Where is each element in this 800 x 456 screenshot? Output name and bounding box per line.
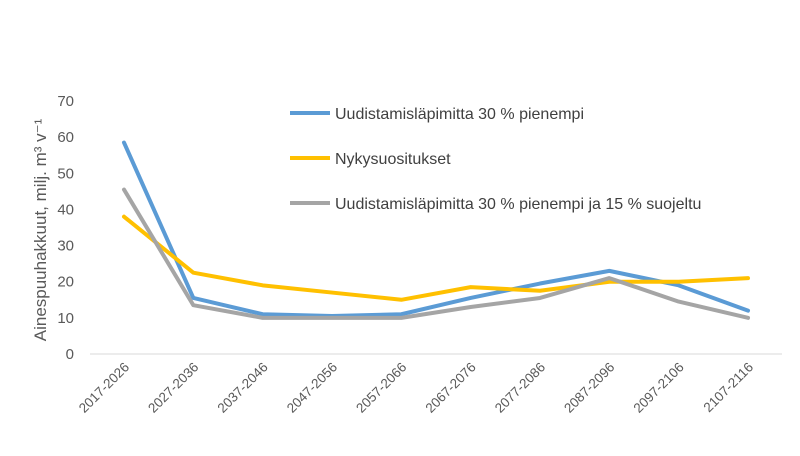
- x-tick-label: 2017-2026: [76, 360, 132, 416]
- x-tick-label: 2027-2036: [145, 360, 201, 416]
- x-tick-label: 2067-2076: [423, 360, 479, 416]
- x-tick-label: 2107-2116: [701, 360, 757, 416]
- y-tick-label: 40: [57, 201, 74, 218]
- series-line-1: [122, 214, 750, 302]
- y-tick-label: 50: [57, 165, 74, 182]
- legend-label: Nykysuositukset: [335, 151, 451, 168]
- legend-label: Uudistamisläpimitta 30 % pienempi ja 15 …: [335, 196, 701, 213]
- y-tick-label: 20: [57, 274, 74, 291]
- y-tick-label: 30: [57, 238, 74, 255]
- y-axis-title: Ainespuuhakkuut, milj. m³ v⁻¹: [31, 118, 50, 341]
- x-tick-label: 2047-2056: [284, 360, 340, 416]
- y-tick-label: 60: [57, 129, 74, 146]
- x-tick-label: 2057-2066: [353, 360, 409, 416]
- y-tick-label: 10: [57, 310, 74, 327]
- x-tick-label: 2077-2086: [492, 360, 548, 416]
- x-tick-label: 2087-2096: [561, 360, 617, 416]
- x-tick-label: 2097-2106: [631, 360, 687, 416]
- x-tick-label: 2037-2046: [215, 360, 271, 416]
- series-line-2: [122, 187, 750, 320]
- y-tick-label: 70: [57, 93, 74, 110]
- y-tick-label: 0: [66, 346, 74, 363]
- series-line-0: [122, 140, 750, 319]
- legend-label: Uudistamisläpimitta 30 % pienempi: [335, 106, 584, 123]
